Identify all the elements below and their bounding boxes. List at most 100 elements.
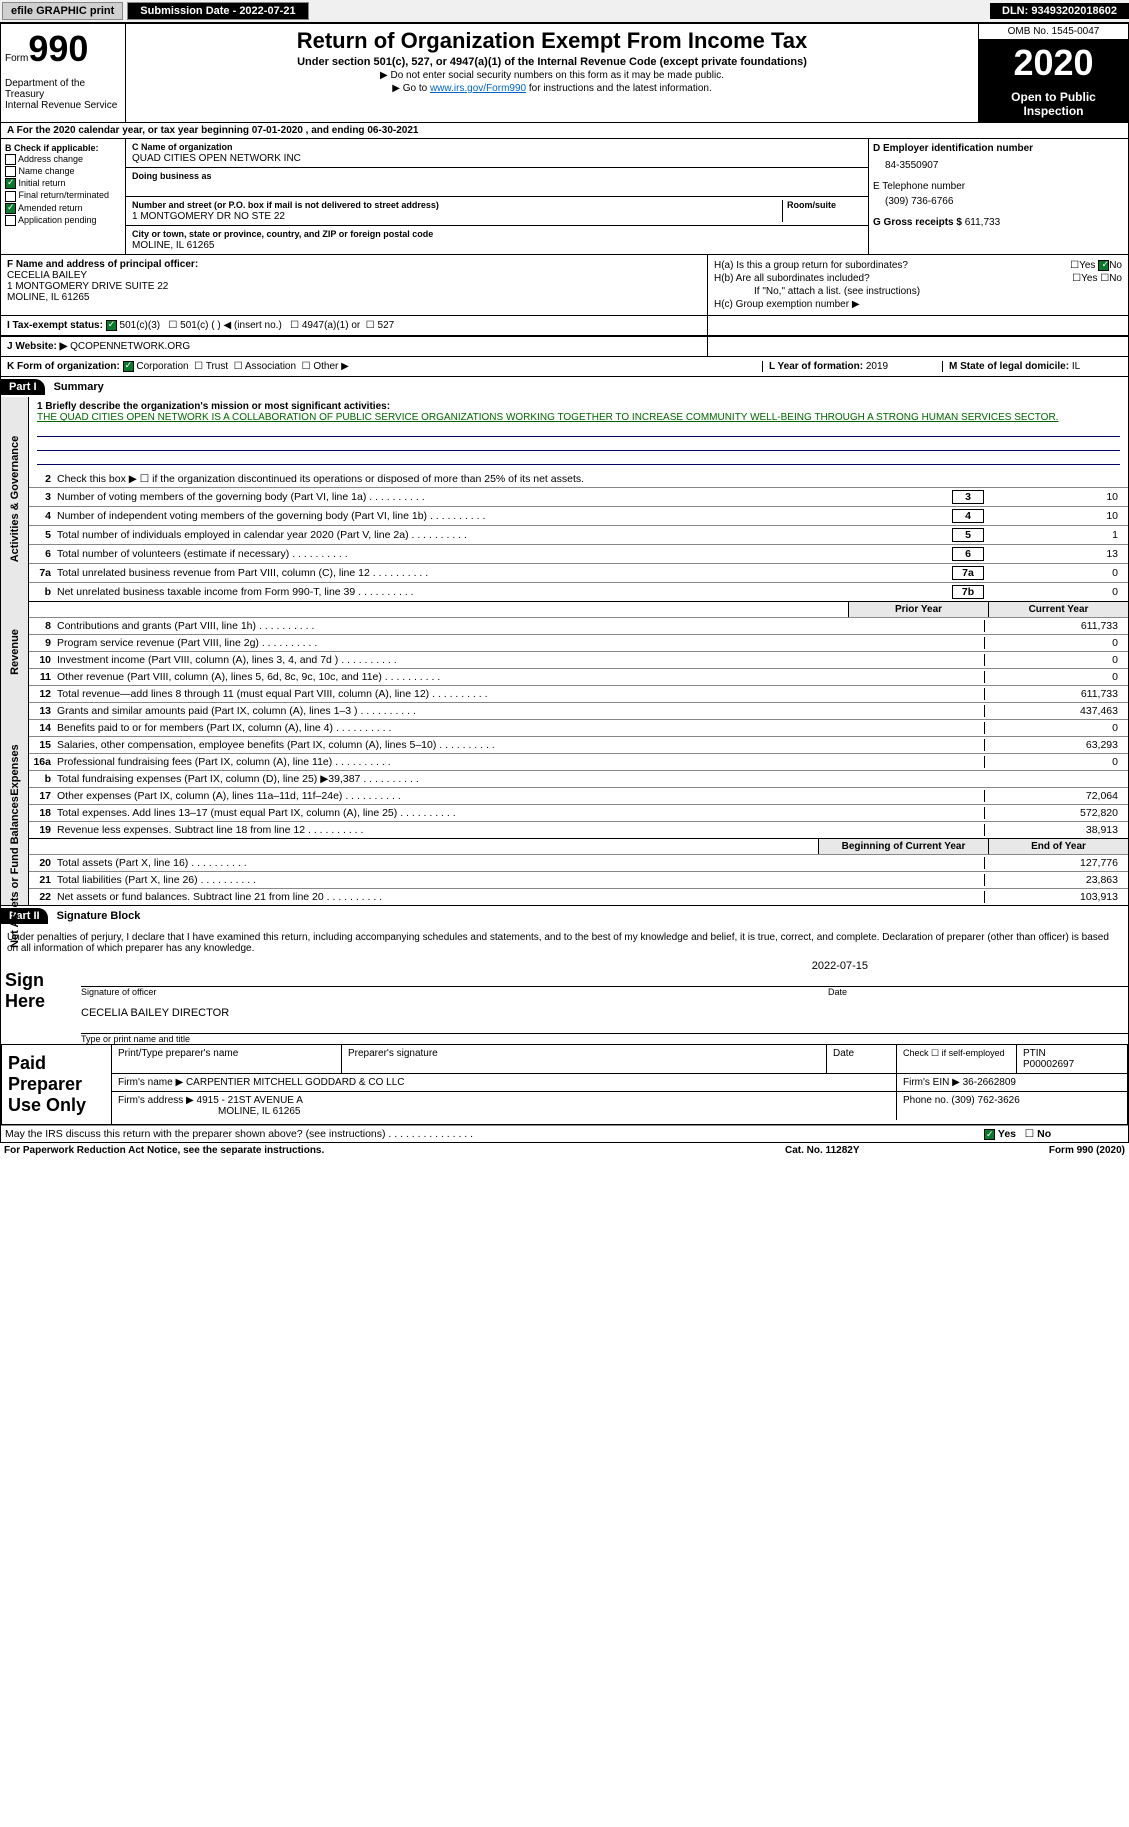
- table-row: 4Number of independent voting members of…: [29, 506, 1128, 525]
- right-header-box: OMB No. 1545-0047 2020 Open to Public In…: [978, 24, 1128, 122]
- form-note-2: ▶ Go to www.irs.gov/Form990 for instruct…: [134, 83, 970, 94]
- mission-text: THE QUAD CITIES OPEN NETWORK IS A COLLAB…: [37, 412, 1058, 423]
- officer-name: CECELIA BAILEY: [7, 270, 87, 281]
- part-1-header: Part I: [1, 379, 45, 395]
- part-2-title: Signature Block: [51, 910, 141, 922]
- section-deg: D Employer identification number 84-3550…: [868, 139, 1128, 254]
- q2: Check this box ▶ ☐ if the organization d…: [57, 473, 1124, 485]
- title-box: Return of Organization Exempt From Incom…: [126, 24, 978, 122]
- section-b-option[interactable]: Initial return: [5, 178, 121, 189]
- expenses-block: Expenses 13Grants and similar amounts pa…: [1, 702, 1128, 838]
- ein-label: D Employer identification number: [873, 143, 1124, 154]
- section-i: I Tax-exempt status: 501(c)(3) ☐ 501(c) …: [1, 316, 708, 336]
- table-row: 22Net assets or fund balances. Subtract …: [29, 888, 1128, 905]
- firm-phone: (309) 762-3626: [951, 1095, 1019, 1106]
- part-2: Part II Signature Block Under penalties …: [0, 906, 1129, 1143]
- table-row: 14Benefits paid to or for members (Part …: [29, 719, 1128, 736]
- prep-self-label: Check ☐ if self-employed: [897, 1045, 1017, 1073]
- current-year-hdr: Current Year: [988, 602, 1128, 617]
- section-j: J Website: ▶ QCOPENNETWORK.ORG: [1, 337, 708, 356]
- begin-year-hdr: Beginning of Current Year: [818, 839, 988, 854]
- table-row: bTotal fundraising expenses (Part IX, co…: [29, 770, 1128, 787]
- officer-label: F Name and address of principal officer:: [7, 259, 198, 270]
- website-value: QCOPENNETWORK.ORG: [70, 341, 190, 352]
- hb-answer: ☐Yes ☐No: [1012, 273, 1122, 284]
- part-1-title: Summary: [48, 381, 104, 393]
- table-row: 15Salaries, other compensation, employee…: [29, 736, 1128, 753]
- section-b-option[interactable]: Amended return: [5, 203, 121, 214]
- city-label: City or town, state or province, country…: [132, 229, 433, 239]
- submission-date-button[interactable]: Submission Date - 2022-07-21: [127, 2, 308, 20]
- end-year-hdr: End of Year: [988, 839, 1128, 854]
- hb-note: If "No," attach a list. (see instruction…: [714, 286, 1122, 297]
- table-row: 20Total assets (Part X, line 16) 127,776: [29, 854, 1128, 871]
- corp-check[interactable]: [123, 361, 134, 372]
- section-l: L Year of formation: 2019: [762, 361, 942, 372]
- spacer: [708, 316, 1128, 336]
- tax-year: 2020: [979, 40, 1128, 86]
- firm-addr2: MOLINE, IL 61265: [118, 1106, 300, 1117]
- irs-link[interactable]: www.irs.gov/Form990: [430, 83, 526, 94]
- section-f: F Name and address of principal officer:…: [1, 255, 708, 315]
- omb-number: OMB No. 1545-0047: [979, 24, 1128, 40]
- firm-name-label: Firm's name ▶: [118, 1077, 183, 1088]
- sign-here-label: Sign Here: [1, 960, 81, 1044]
- form-header: Form990 Department of the Treasury Inter…: [0, 23, 1129, 123]
- prior-year-hdr: Prior Year: [848, 602, 988, 617]
- may-irs-yes-check[interactable]: [984, 1129, 995, 1140]
- spacer2: [708, 337, 1128, 356]
- paid-preparer-block: Paid Preparer Use Only Print/Type prepar…: [1, 1044, 1128, 1125]
- part-2-header: Part II: [1, 908, 48, 924]
- addr-label: Number and street (or P.O. box if mail i…: [132, 200, 439, 210]
- table-row: bNet unrelated business taxable income f…: [29, 582, 1128, 601]
- firm-phone-label: Phone no.: [903, 1095, 949, 1106]
- room-label: Room/suite: [787, 200, 836, 210]
- section-j-row: J Website: ▶ QCOPENNETWORK.ORG: [0, 337, 1129, 357]
- form-title: Return of Organization Exempt From Incom…: [134, 28, 970, 54]
- cat-no: Cat. No. 11282Y: [785, 1145, 985, 1156]
- page-footer: For Paperwork Reduction Act Notice, see …: [0, 1143, 1129, 1158]
- table-row: 9Program service revenue (Part VIII, lin…: [29, 634, 1128, 651]
- ha-no-check[interactable]: [1098, 260, 1109, 271]
- open-to-public: Open to Public Inspection: [979, 86, 1128, 122]
- ein-value: 84-3550907: [873, 154, 1124, 181]
- firm-addr1: 4915 - 21ST AVENUE A: [197, 1095, 303, 1106]
- sig-name: CECELIA BAILEY DIRECTOR: [81, 1007, 1128, 1019]
- 501c3-check[interactable]: [106, 320, 117, 331]
- table-row: 21Total liabilities (Part X, line 26) 23…: [29, 871, 1128, 888]
- addr-value: 1 MONTGOMERY DR NO STE 22: [132, 211, 285, 222]
- form-subtitle: Under section 501(c), 527, or 4947(a)(1)…: [134, 56, 970, 68]
- pra-notice: For Paperwork Reduction Act Notice, see …: [4, 1145, 785, 1156]
- form-footer: Form 990 (2020): [985, 1145, 1125, 1156]
- section-c: C Name of organizationQUAD CITIES OPEN N…: [126, 139, 868, 254]
- section-b-option[interactable]: Name change: [5, 166, 121, 177]
- section-b-option[interactable]: Address change: [5, 154, 121, 165]
- form-number-box: Form990 Department of the Treasury Inter…: [1, 24, 126, 122]
- revenue-label: Revenue: [1, 601, 29, 702]
- paid-preparer-label: Paid Preparer Use Only: [2, 1045, 112, 1124]
- sig-officer-label: Signature of officer: [81, 987, 828, 997]
- table-row: 18Total expenses. Add lines 13–17 (must …: [29, 804, 1128, 821]
- prep-sig-label: Preparer's signature: [342, 1045, 827, 1073]
- ha-answer: ☐Yes No: [1012, 260, 1122, 271]
- sig-date: 2022-07-15: [81, 960, 1128, 972]
- efile-button[interactable]: efile GRAPHIC print: [2, 2, 123, 20]
- section-h: H(a) Is this a group return for subordin…: [708, 255, 1128, 315]
- section-b-option[interactable]: Final return/terminated: [5, 190, 121, 201]
- prep-date-label: Date: [827, 1045, 897, 1073]
- section-b: B Check if applicable: Address change Na…: [1, 139, 126, 254]
- table-row: 12Total revenue—add lines 8 through 11 (…: [29, 685, 1128, 702]
- net-assets-label: Net Assets or Fund Balances: [1, 838, 29, 905]
- gross-receipts-label: G Gross receipts $: [873, 217, 962, 228]
- firm-addr-label: Firm's address ▶: [118, 1095, 194, 1106]
- form-label: Form: [5, 53, 28, 64]
- top-bar: efile GRAPHIC print Submission Date - 20…: [0, 0, 1129, 23]
- section-k: K Form of organization: Corporation ☐ Tr…: [7, 361, 762, 372]
- mission-block: 1 Briefly describe the organization's mi…: [29, 397, 1128, 471]
- net-assets-block: Net Assets or Fund Balances Beginning of…: [1, 838, 1128, 905]
- section-klm: K Form of organization: Corporation ☐ Tr…: [0, 357, 1129, 377]
- table-row: 13Grants and similar amounts paid (Part …: [29, 702, 1128, 719]
- line-a: A For the 2020 calendar year, or tax yea…: [0, 123, 1129, 139]
- section-b-option[interactable]: Application pending: [5, 215, 121, 226]
- governance-block: Activities & Governance 1 Briefly descri…: [1, 397, 1128, 601]
